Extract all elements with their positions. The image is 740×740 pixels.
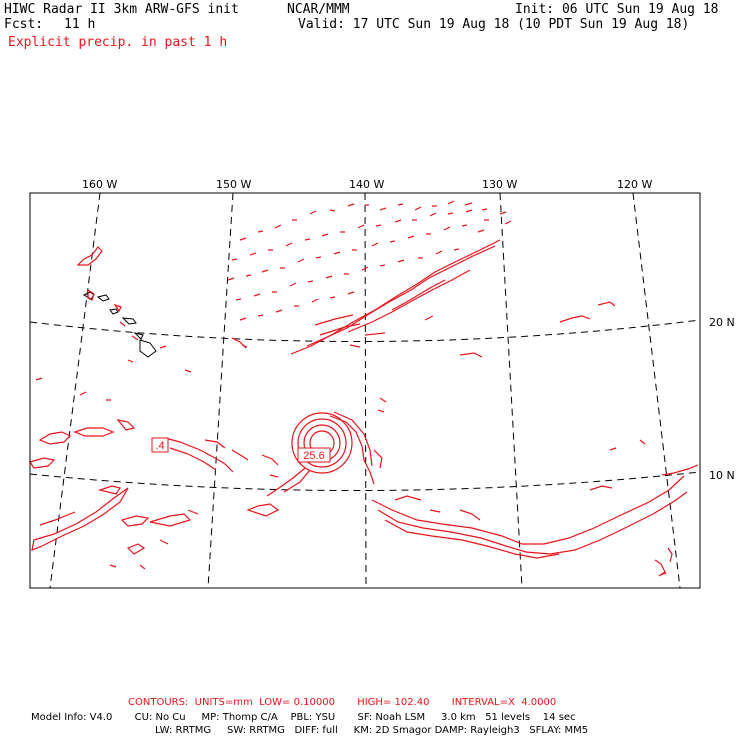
min-value-label: .4 xyxy=(151,437,169,453)
precip-northeast-band xyxy=(290,239,501,355)
model-info-line1: Model Info: V4.0 CU: No Cu MP: Thomp C/A… xyxy=(31,712,576,723)
valid-time: Valid: 17 UTC Sun 19 Aug 18 (10 PDT Sun … xyxy=(298,17,690,32)
lon-label-130w: 130 W xyxy=(482,178,517,191)
field-description: Explicit precip. in past 1 h xyxy=(8,35,228,50)
precip-central-band xyxy=(29,419,279,478)
meridian-130w xyxy=(499,192,523,589)
min-value: .4 xyxy=(155,440,164,452)
cyclone-max-label: 25.6 xyxy=(297,447,331,463)
precip-east-north xyxy=(424,301,616,358)
cyclone-max-value: 25.6 xyxy=(303,450,324,462)
lat-label-20n: 20 N xyxy=(709,316,735,329)
precip-southwest-band xyxy=(31,485,280,570)
graticule xyxy=(29,192,701,589)
precip-north-field xyxy=(227,200,512,349)
precip-hawaii xyxy=(35,246,192,401)
forecast-label: Fcst: xyxy=(4,17,44,32)
forecast-hour: 11 h xyxy=(64,17,96,32)
meridian-160w xyxy=(49,192,101,589)
organization-label: NCAR/MMM xyxy=(287,2,350,17)
lon-label-120w: 120 W xyxy=(617,178,652,191)
parallel-20n xyxy=(29,319,701,342)
contours-info: CONTOURS: UNITS=mm LOW= 0.10000 HIGH= 10… xyxy=(128,697,557,708)
meridian-140w xyxy=(364,192,367,589)
meridian-150w xyxy=(207,192,234,589)
map-title: HIWC Radar II 3km ARW-GFS init xyxy=(4,2,239,17)
tropical-cyclone xyxy=(266,397,387,497)
init-time: Init: 06 UTC Sun 19 Aug 18 xyxy=(515,2,719,17)
map-frame xyxy=(29,192,701,589)
lon-label-140w: 140 W xyxy=(349,178,384,191)
lat-label-10n: 10 N xyxy=(709,469,735,482)
lon-label-160w: 160 W xyxy=(82,178,117,191)
model-info-line2: LW: RRTMG SW: RRTMG DIFF: full KM: 2D Sm… xyxy=(155,725,589,736)
lon-label-150w: 150 W xyxy=(216,178,251,191)
parallel-10n xyxy=(29,471,701,491)
precip-southeast-band xyxy=(371,439,699,577)
meridian-120w xyxy=(632,192,681,589)
hawaii-islands xyxy=(82,291,157,358)
precip-contours xyxy=(29,200,699,577)
